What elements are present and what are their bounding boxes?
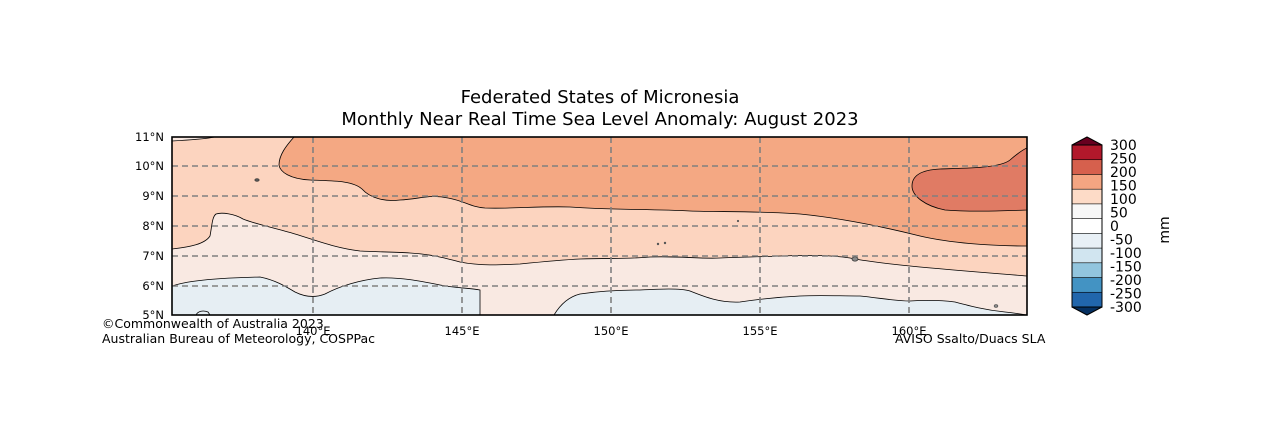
lat-label: 9°N: [142, 189, 164, 203]
colorbar-cell: [1071, 174, 1103, 190]
colorbar-tick-label: -300: [1110, 300, 1142, 316]
colorbar-cell: [1071, 203, 1103, 220]
latitude-labels: 11°N 10°N 9°N 8°N 7°N 6°N 5°N: [135, 130, 164, 322]
colorbar-unit-label: mm: [1157, 216, 1173, 243]
credit-data-source: AVISO Ssalto/Duacs SLA: [895, 331, 1046, 346]
colorbar-cell: [1071, 262, 1103, 279]
lon-label: 155°E: [743, 324, 778, 338]
island-marker: [851, 256, 859, 262]
anomaly-band-150-200: [911, 147, 1027, 212]
colorbar-cell: [1071, 144, 1103, 161]
map-frame: [171, 136, 1028, 316]
colorbar-cell: [1071, 277, 1103, 293]
colorbar-tick-label: -50: [1110, 233, 1133, 249]
colorbar: 300250200150100500-50-100-150-200-250-30…: [1071, 136, 1173, 316]
colorbar-tick-label: 200: [1110, 165, 1137, 181]
lon-label: 150°E: [594, 324, 629, 338]
colorbar-tick-labels: 300250200150100500-50-100-150-200-250-30…: [1110, 138, 1142, 316]
island-marker: [254, 178, 260, 182]
longitude-labels: 140°E 145°E 150°E 155°E 160°E: [296, 324, 927, 338]
colorbar-tick-label: -200: [1110, 273, 1142, 289]
colorbar-frame: [1071, 144, 1103, 308]
lat-label: 8°N: [142, 219, 164, 233]
colorbar-tick-label: 150: [1110, 179, 1137, 195]
graticule: [172, 137, 1027, 315]
lat-label: 10°N: [135, 159, 164, 173]
island-marker: [656, 242, 660, 246]
colorbar-tick-label: 300: [1110, 138, 1137, 154]
lat-label: 7°N: [142, 249, 164, 263]
lon-label: 145°E: [445, 324, 480, 338]
map-title-line1: Federated States of Micronesia: [460, 87, 740, 108]
colorbar-cell: [1071, 291, 1103, 308]
island-marker: [736, 219, 740, 223]
colorbar-tick-label: 250: [1110, 152, 1137, 168]
colorbar-tick-label: -100: [1110, 246, 1142, 262]
map-title-line2: Monthly Near Real Time Sea Level Anomaly…: [341, 109, 859, 130]
colorbar-tick-label: -150: [1110, 260, 1142, 276]
colorbar-cells: [1071, 144, 1103, 308]
island-marker: [993, 304, 999, 308]
map-area: [172, 137, 1027, 315]
colorbar-bottom-arrow: [1071, 306, 1103, 316]
colorbar-cell: [1071, 218, 1103, 234]
colorbar-cell: [1071, 247, 1103, 264]
anomaly-band-neg50-0-patch: [195, 310, 211, 315]
island-marker: [663, 241, 667, 245]
lon-label: 140°E: [296, 324, 331, 338]
colorbar-tick-label: 0: [1110, 219, 1119, 235]
lon-label: 160°E: [892, 324, 927, 338]
colorbar-cell: [1071, 233, 1103, 249]
lat-label: 6°N: [142, 279, 164, 293]
anomaly-band-100-150: [278, 137, 1027, 247]
lat-label: 5°N: [142, 308, 164, 322]
colorbar-cell: [1071, 159, 1103, 176]
colorbar-tick-label: 50: [1110, 206, 1128, 222]
lat-label: 11°N: [135, 130, 164, 144]
credit-copyright: ©Commonwealth of Australia 2023: [102, 316, 324, 331]
colorbar-tick-label: 100: [1110, 192, 1137, 208]
credit-bureau: Australian Bureau of Meteorology, COSPPa…: [102, 331, 375, 346]
colorbar-tick-label: -250: [1110, 287, 1142, 303]
colorbar-top-arrow: [1071, 136, 1103, 146]
colorbar-cell: [1071, 188, 1103, 205]
